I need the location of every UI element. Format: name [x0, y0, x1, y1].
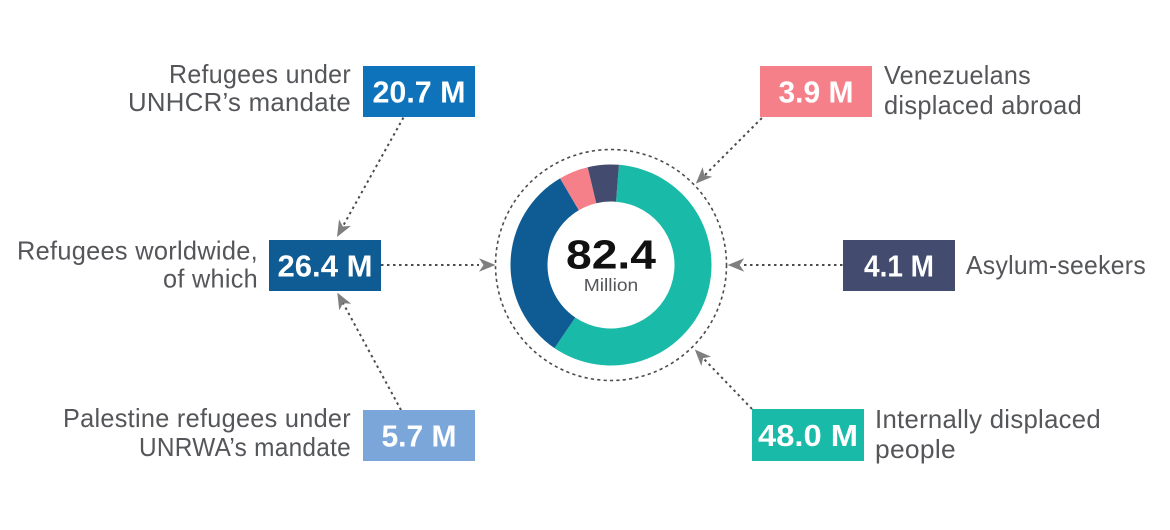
svg-text:Palestine refugees under: Palestine refugees under [63, 403, 351, 433]
svg-text:Refugees worldwide,: Refugees worldwide, [17, 236, 258, 266]
svg-text:UNRWA’s mandate: UNRWA’s mandate [139, 432, 351, 462]
svg-text:26.4 M: 26.4 M [278, 249, 373, 284]
svg-text:48.0 M: 48.0 M [758, 418, 858, 453]
svg-text:5.7 M: 5.7 M [382, 419, 457, 454]
svg-text:Asylum-seekers: Asylum-seekers [966, 250, 1146, 280]
svg-text:people: people [875, 434, 956, 464]
svg-text:4.1 M: 4.1 M [864, 249, 934, 284]
svg-text:20.7 M: 20.7 M [373, 75, 466, 110]
svg-text:of which: of which [163, 264, 258, 294]
svg-text:82.4: 82.4 [566, 232, 656, 278]
svg-text:Million: Million [584, 275, 639, 295]
svg-text:displaced abroad: displaced abroad [884, 90, 1082, 120]
svg-text:Refugees under: Refugees under [169, 59, 351, 89]
svg-text:3.9 M: 3.9 M [779, 75, 854, 110]
svg-text:Venezuelans: Venezuelans [884, 60, 1031, 90]
svg-text:Internally displaced: Internally displaced [875, 404, 1101, 434]
svg-text:UNHCR’s mandate: UNHCR’s mandate [128, 87, 351, 117]
